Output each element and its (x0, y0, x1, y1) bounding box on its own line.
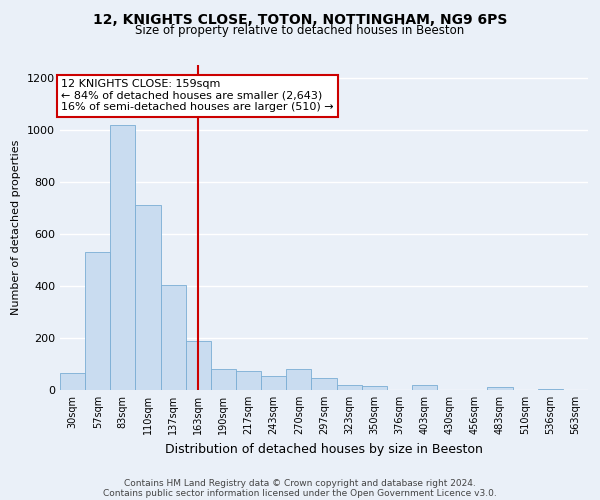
Bar (286, 369, 311, 390)
Bar (311, 378, 337, 390)
Bar (136, 206, 161, 390)
Bar (186, 340, 211, 390)
Text: Contains public sector information licensed under the Open Government Licence v3: Contains public sector information licen… (103, 488, 497, 498)
Bar (85, 252, 110, 390)
Text: Size of property relative to detached houses in Beeston: Size of property relative to detached ho… (136, 24, 464, 37)
Bar (261, 376, 286, 390)
Bar (161, 284, 186, 390)
Bar (362, 386, 387, 390)
X-axis label: Distribution of detached houses by size in Beeston: Distribution of detached houses by size … (165, 442, 483, 456)
Bar (538, 388, 563, 390)
Y-axis label: Number of detached properties: Number of detached properties (11, 140, 22, 315)
Bar (412, 385, 437, 390)
Text: 12 KNIGHTS CLOSE: 159sqm
← 84% of detached houses are smaller (2,643)
16% of sem: 12 KNIGHTS CLOSE: 159sqm ← 84% of detach… (61, 80, 334, 112)
Text: Contains HM Land Registry data © Crown copyright and database right 2024.: Contains HM Land Registry data © Crown c… (124, 478, 476, 488)
Bar (211, 369, 236, 390)
Text: 12, KNIGHTS CLOSE, TOTON, NOTTINGHAM, NG9 6PS: 12, KNIGHTS CLOSE, TOTON, NOTTINGHAM, NG… (93, 12, 507, 26)
Bar (337, 385, 362, 390)
Bar (236, 370, 261, 390)
Bar (60, 373, 85, 390)
Bar (487, 388, 512, 390)
Bar (110, 125, 136, 390)
